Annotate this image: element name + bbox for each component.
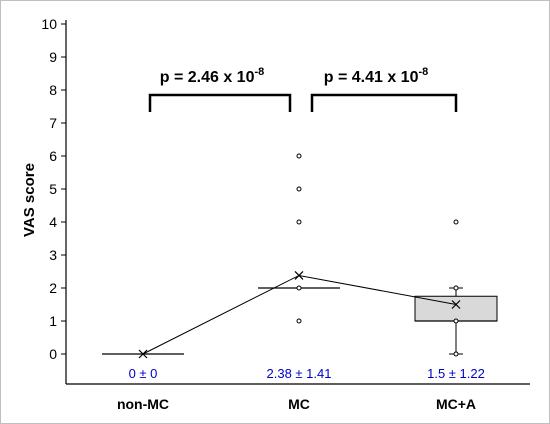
outlier-point <box>453 318 459 324</box>
mean-sd-label: 1.5 ± 1.22 <box>427 366 485 381</box>
p-value-label: p = 2.46 x 10-8 <box>160 66 265 86</box>
outlier-point <box>296 153 302 159</box>
x-category-label: MC <box>288 396 310 412</box>
y-tick-label: 10 <box>41 16 57 32</box>
y-tick-label: 2 <box>49 280 57 296</box>
y-tick-label: 9 <box>49 49 57 65</box>
box-group-mc <box>258 153 340 324</box>
p-value-exponent: -8 <box>418 66 428 78</box>
mean-marker-stroke <box>451 300 461 309</box>
mean-marker <box>294 271 304 280</box>
x-category-label: non-MC <box>117 396 169 412</box>
outlier-point <box>453 219 459 225</box>
y-tick-label: 1 <box>49 313 57 329</box>
mean-marker <box>451 300 461 309</box>
y-tick-label: 5 <box>49 181 57 197</box>
outlier-point <box>453 285 459 291</box>
outlier-point <box>296 186 302 192</box>
box-group-mc-a <box>414 219 498 357</box>
iqr-box <box>414 295 498 322</box>
mean-sd-label: 0 ± 0 <box>129 366 158 381</box>
bracket-line <box>148 93 292 112</box>
outlier-point <box>296 219 302 225</box>
outlier-point <box>296 318 302 324</box>
y-tick-label: 4 <box>49 214 57 230</box>
y-tick-label: 0 <box>49 346 57 362</box>
y-tick-label: 7 <box>49 115 57 131</box>
mean-sd-label: 2.38 ± 1.41 <box>267 366 332 381</box>
mean-marker <box>138 349 148 359</box>
outlier-point <box>296 285 302 291</box>
y-tick-label: 3 <box>49 247 57 263</box>
mean-marker-stroke <box>138 349 148 359</box>
p-value-base: p = 4.41 x 10 <box>324 69 419 86</box>
y-tick-label: 6 <box>49 148 57 164</box>
significance-bracket: p = 4.41 x 10-8 <box>310 66 458 112</box>
x-category-label: MC+A <box>436 396 476 412</box>
p-value-base: p = 2.46 x 10 <box>160 69 255 86</box>
p-value-exponent: -8 <box>254 66 264 78</box>
plot-area: 0 1 2 3 4 5 6 7 8 9 10 non-MC MC MC+A 0 ± 0 2.38 ± 1.41… <box>41 16 530 412</box>
y-tick-label: 8 <box>49 82 57 98</box>
outlier-point <box>453 351 459 357</box>
significance-bracket: p = 2.46 x 10-8 <box>148 66 292 112</box>
mean-marker-stroke <box>294 271 304 280</box>
y-axis-label: VAS score <box>21 163 38 237</box>
p-value-label: p = 4.41 x 10-8 <box>324 66 429 86</box>
bracket-line <box>310 93 458 112</box>
